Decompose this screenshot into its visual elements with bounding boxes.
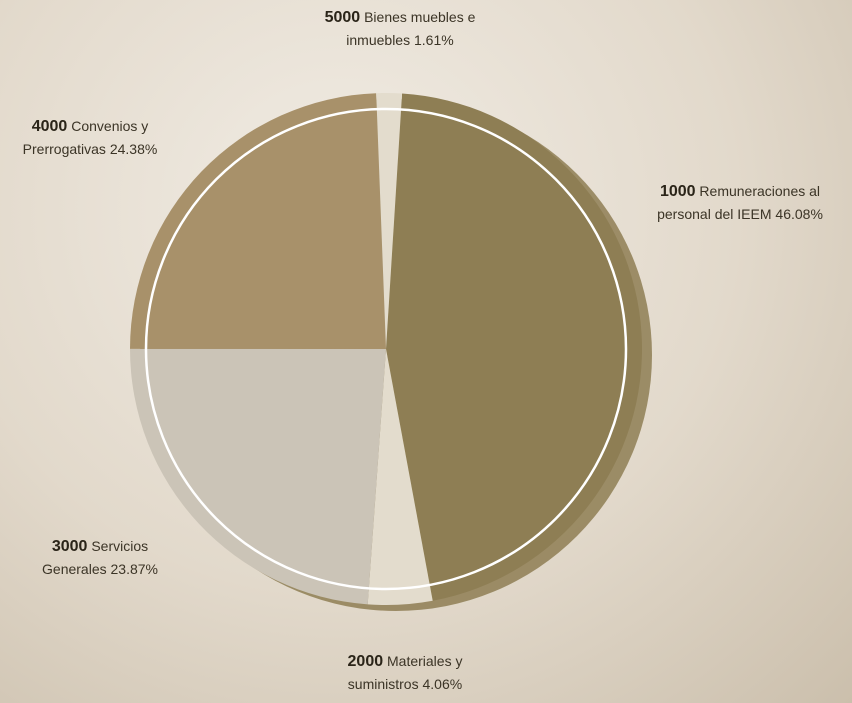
slice-code: 1000 [660, 183, 696, 200]
pie-slice [386, 94, 642, 601]
slice-code: 2000 [348, 653, 384, 670]
slice-label: 2000 Materiales y suministros 4.06% [325, 650, 485, 695]
slice-value: 23.87% [111, 561, 158, 577]
slice-label: 4000 Convenios y Prerrogativas 24.38% [0, 115, 180, 160]
slice-value: 4.06% [422, 676, 462, 692]
slice-value: 24.38% [110, 141, 157, 157]
slice-label: 3000 Servicios Generales 23.87% [25, 535, 175, 580]
slice-name: Bienes muebles e inmuebles [346, 9, 475, 48]
slice-label: 1000 Remuneraciones al personal del IEEM… [635, 180, 845, 225]
slice-value: 46.08% [775, 206, 822, 222]
slice-code: 5000 [325, 9, 361, 26]
slice-label: 5000 Bienes muebles e inmuebles 1.61% [305, 6, 495, 51]
slice-value: 1.61% [414, 32, 454, 48]
chart [0, 0, 852, 703]
slice-code: 4000 [32, 118, 68, 135]
page: {"chart_data": {"type": "pie", "codes": … [0, 0, 852, 703]
slice-code: 3000 [52, 538, 88, 555]
